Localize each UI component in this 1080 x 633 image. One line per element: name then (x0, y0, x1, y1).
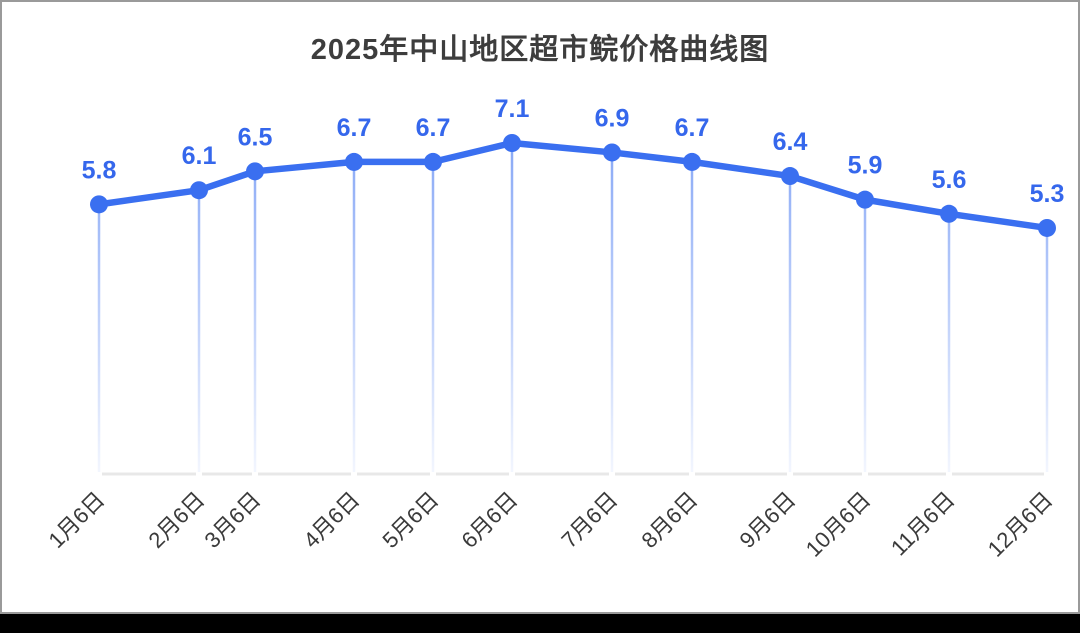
data-point-dot (940, 204, 958, 223)
price-line-chart: 5.8 6.1 6.5 6.7 6.7 7.1 6.9 6.7 6.4 5.9 5.6 5.3 1月6日… (43, 95, 1065, 562)
data-point-dot (683, 152, 701, 171)
data-point-label: 6.7 (675, 114, 710, 142)
bottom-black-bar (0, 614, 1080, 633)
data-point-label: 7.1 (495, 95, 530, 123)
data-point-dot (424, 152, 442, 171)
x-axis-label: 9月6日 (734, 487, 800, 553)
data-point-label: 6.4 (773, 128, 808, 156)
data-point-dot (1038, 218, 1056, 237)
data-point-label: 6.5 (238, 123, 273, 151)
data-point-label: 5.6 (932, 166, 967, 194)
chart-title: 2025年中山地区超市鲩价格曲线图 (310, 34, 770, 66)
data-point-dot (90, 195, 108, 214)
data-point-label: 6.9 (595, 104, 630, 132)
x-axis-label: 12月6日 (983, 487, 1058, 562)
x-axis-label: 2月6日 (143, 487, 209, 553)
x-axis-label: 3月6日 (199, 487, 265, 553)
data-point-dot (246, 162, 264, 181)
price-line (95, 139, 1051, 232)
data-point-label: 5.8 (82, 156, 117, 184)
data-point-label: 6.7 (337, 114, 372, 142)
data-point-dot (781, 167, 799, 186)
chart-window: 2025年中山地区超市鲩价格曲线图 5.8 6.1 6.5 6.7 6.7 7.1 6.9 6… (0, 0, 1080, 614)
data-point-label: 6.1 (182, 142, 217, 170)
data-point-label: 5.9 (848, 152, 883, 180)
x-axis-label: 4月6日 (298, 487, 364, 553)
data-point-dot (345, 152, 363, 171)
data-point-dot (856, 190, 874, 209)
x-axis-label: 11月6日 (886, 487, 960, 561)
data-point-label: 6.7 (416, 114, 451, 142)
x-axis-label: 8月6日 (636, 487, 702, 553)
data-point-label: 5.3 (1030, 180, 1065, 208)
x-axis-label: 7月6日 (556, 487, 622, 553)
data-point-dot (603, 143, 621, 162)
data-point-dot (503, 134, 521, 152)
x-axis-label: 6月6日 (456, 487, 522, 553)
x-axis-label: 5月6日 (377, 487, 443, 553)
x-axis-label: 10月6日 (801, 487, 876, 562)
x-axis-label: 1月6日 (43, 487, 109, 553)
data-point-dot (190, 181, 208, 200)
